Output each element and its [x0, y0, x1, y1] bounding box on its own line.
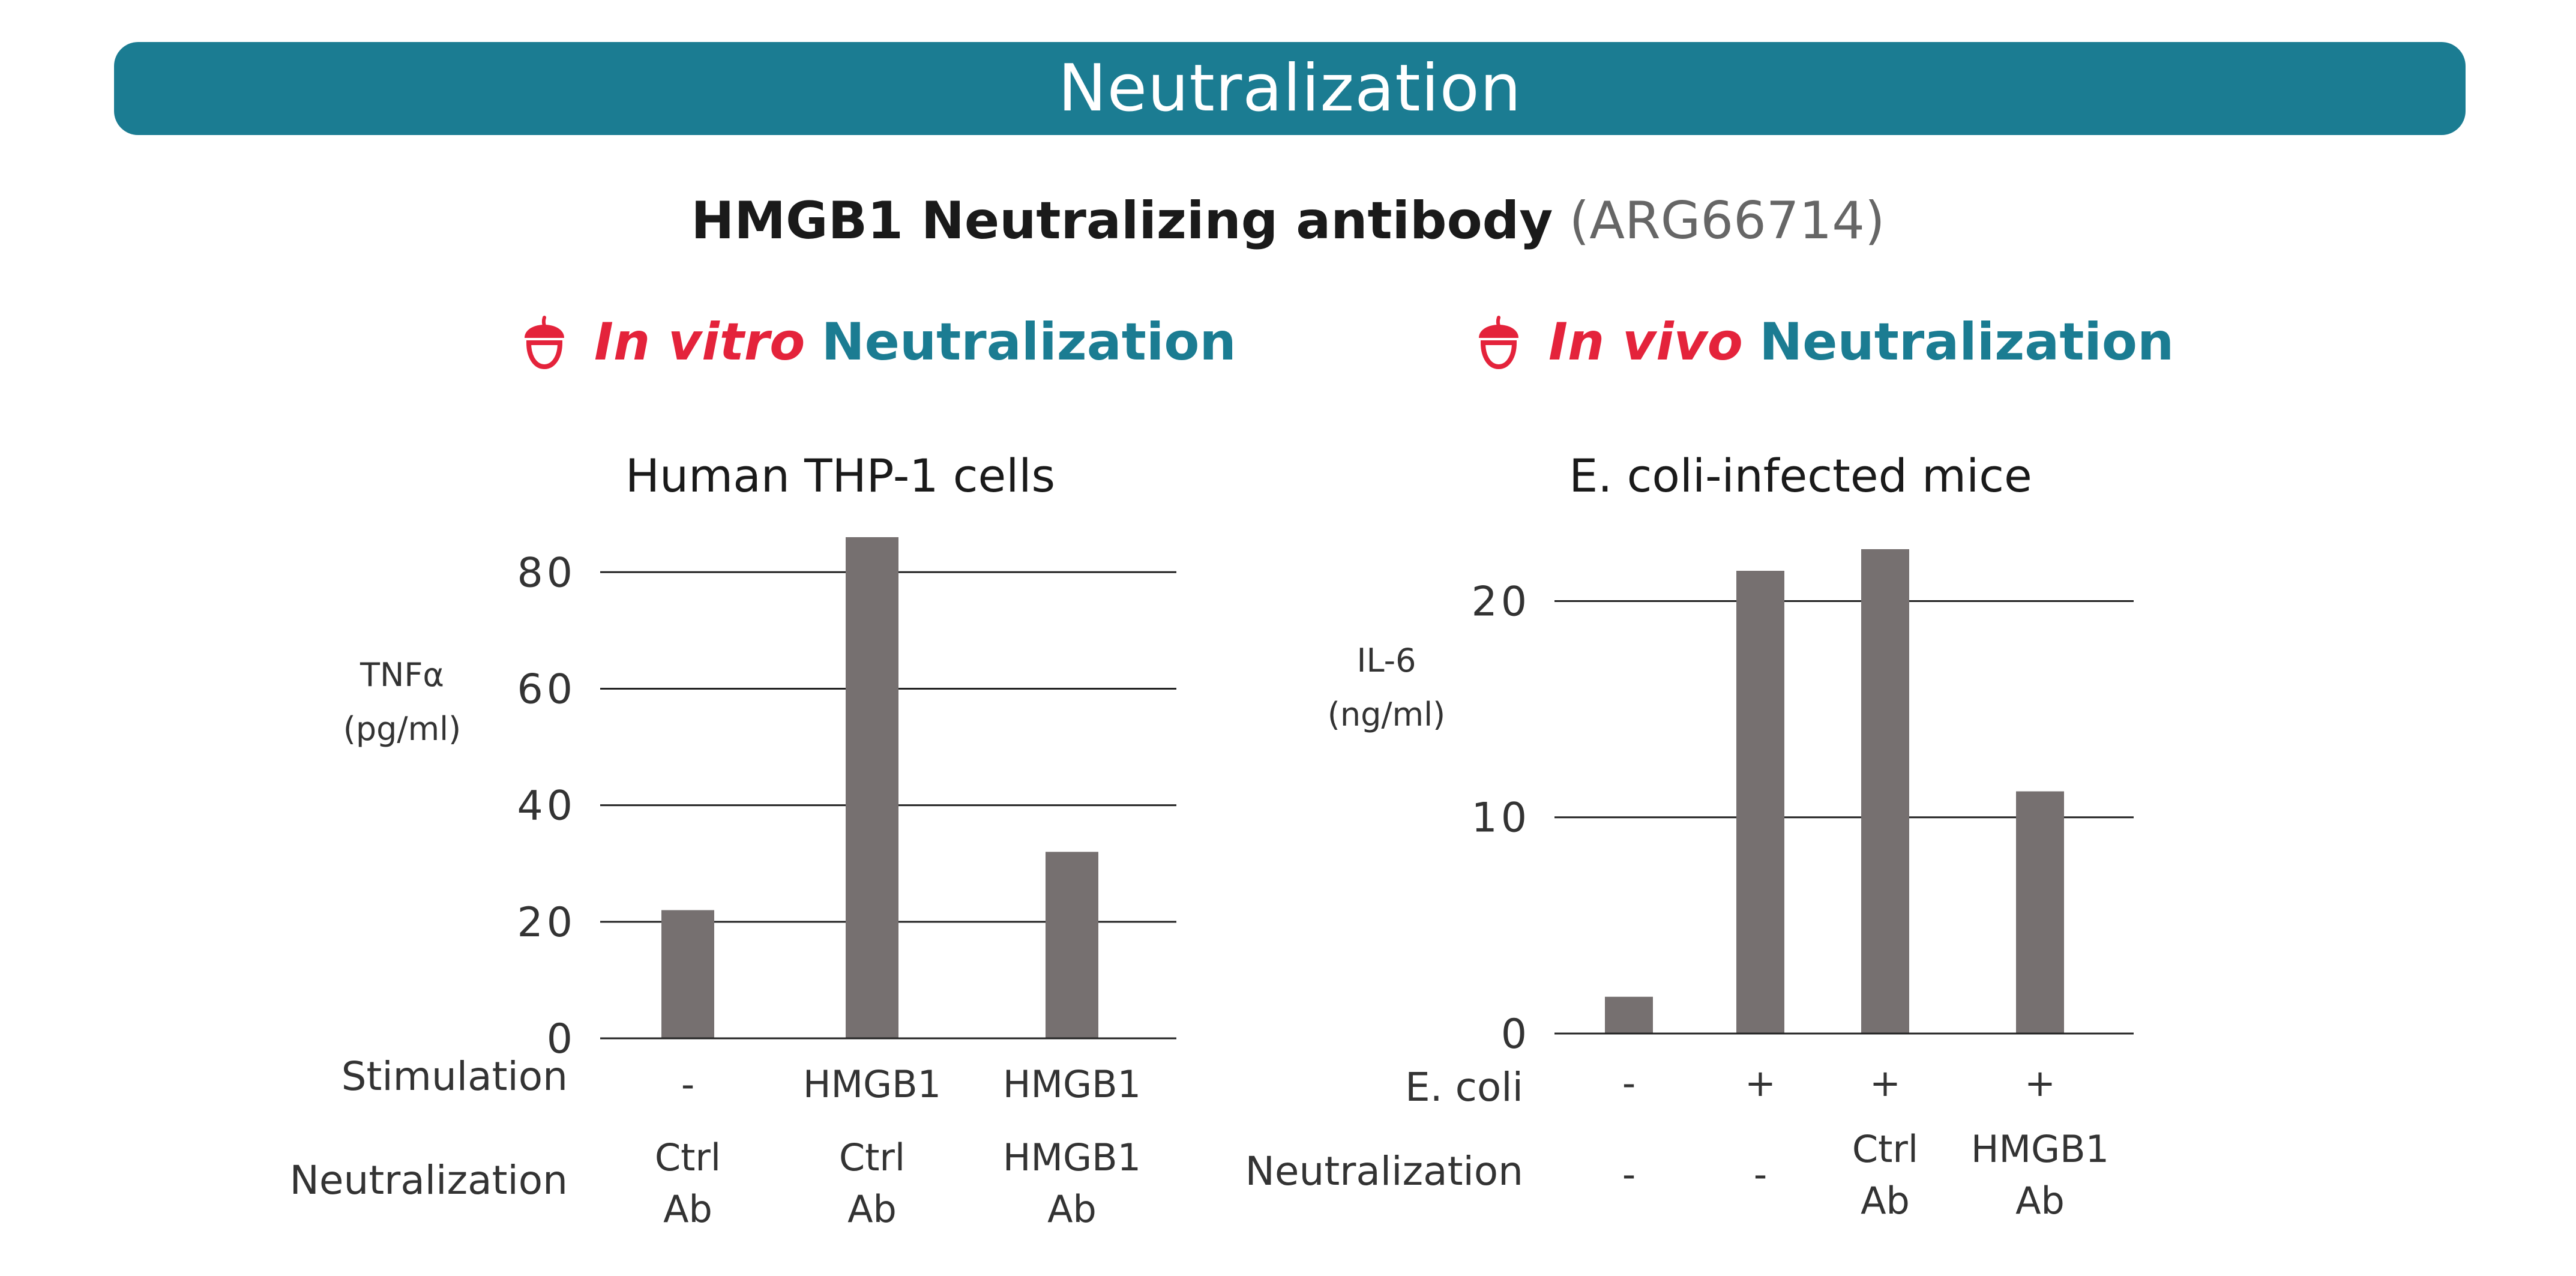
right-neut-cond: - [1521, 1149, 1737, 1200]
left-neut-cond: HMGB1 Ab [964, 1132, 1180, 1235]
left-y-tick-label: 80 [517, 549, 576, 597]
right-row-label-ecoli: E. coli [1404, 1064, 1523, 1110]
left-bar [1046, 852, 1098, 1038]
left-neut-line2: Ab [663, 1187, 712, 1231]
left-y-label-line2: (pg/ml) [343, 710, 462, 748]
left-stim-cond: - [681, 1062, 695, 1106]
right-ecoli-cond: + [2024, 1061, 2056, 1105]
right-y-tick-label: 20 [1471, 578, 1530, 625]
left-y-tick-label: 0 [547, 1016, 576, 1063]
left-row-label-neutralization: Neutralization [289, 1157, 568, 1203]
right-neut-line2: Ab [2015, 1179, 2065, 1223]
in-vivo-label: Neutralization [1759, 312, 2174, 372]
left-neut-line2: Ab [1047, 1187, 1097, 1231]
left-y-label-line1: TNFα [360, 656, 445, 694]
section-banner: Neutralization [114, 42, 2466, 135]
product-title: HMGB1 Neutralizing antibody (ARG66714) [0, 191, 2576, 251]
right-y-label-line2: (ng/ml) [1327, 696, 1446, 733]
right-bar [1861, 549, 1909, 1034]
right-neut-cond: Ctrl Ab [1777, 1124, 1993, 1227]
banner-title: Neutralization [1058, 51, 1522, 126]
left-neut-line1: HMGB1 [1002, 1136, 1142, 1179]
acorn-icon [525, 316, 564, 369]
right-bar [2016, 791, 2064, 1034]
acorn-icon [1479, 316, 1518, 369]
product-name: HMGB1 Neutralizing antibody [691, 191, 1553, 251]
in-vitro-label: Neutralization [821, 312, 1236, 372]
in-vivo-heading: In vivo Neutralization [1475, 312, 2174, 372]
left-stim-cond: HMGB1 [802, 1062, 942, 1106]
left-neut-line1: Ctrl [838, 1136, 906, 1179]
right-ecoli-cond: + [1745, 1061, 1776, 1105]
right-y-tick-label: 0 [1501, 1011, 1530, 1058]
right-bar [1605, 996, 1653, 1034]
in-vitro-emphasis: In vitro [594, 312, 805, 372]
left-chart-title: Human THP-1 cells [625, 449, 1056, 502]
right-row-label-neutralization: Neutralization [1245, 1148, 1523, 1194]
right-ecoli-cond: + [1870, 1061, 1901, 1105]
right-neut-line2: Ab [1861, 1179, 1910, 1223]
left-neut-cond: Ctrl Ab [580, 1132, 796, 1235]
left-row-label-stimulation: Stimulation [341, 1053, 568, 1100]
right-y-axis-label: IL-6 (ng/ml) [1296, 634, 1476, 742]
right-neut-line1: - [1753, 1152, 1768, 1196]
product-catalog: (ARG66714) [1569, 191, 1885, 251]
right-y-tick-label: 10 [1471, 795, 1530, 842]
right-neut-line1: HMGB1 [1970, 1127, 2110, 1171]
right-neut-line1: - [1622, 1152, 1636, 1196]
left-bar [661, 910, 714, 1038]
left-bar [846, 537, 898, 1038]
right-neut-line1: Ctrl [1852, 1127, 1919, 1171]
in-vivo-emphasis: In vivo [1548, 312, 1743, 372]
left-neut-line1: Ctrl [654, 1136, 721, 1179]
right-bar [1736, 571, 1784, 1034]
in-vitro-heading: In vitro Neutralization [521, 312, 1236, 372]
left-y-tick-label: 60 [517, 666, 576, 713]
right-neut-cond: - [1652, 1149, 1868, 1200]
right-ecoli-cond: - [1622, 1061, 1636, 1105]
left-y-axis-label: TNFα (pg/ml) [312, 648, 492, 756]
right-neut-cond: HMGB1 Ab [1932, 1124, 2148, 1227]
right-y-label-line1: IL-6 [1356, 642, 1416, 679]
left-neut-cond: Ctrl Ab [764, 1132, 980, 1235]
left-stim-cond: HMGB1 [1002, 1062, 1142, 1106]
left-neut-line2: Ab [847, 1187, 897, 1231]
left-y-tick-label: 20 [517, 899, 576, 946]
right-chart-title: E. coli-infected mice [1569, 449, 2032, 502]
left-y-tick-label: 40 [517, 783, 576, 830]
